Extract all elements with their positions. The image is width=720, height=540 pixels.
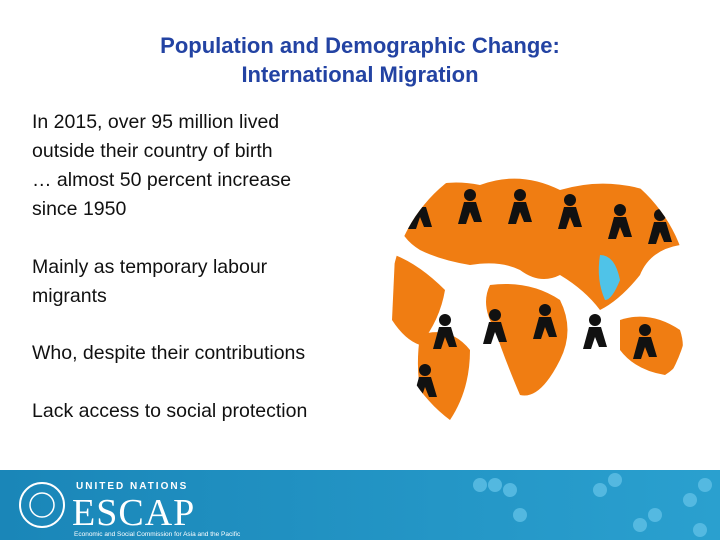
un-emblem: [19, 482, 65, 528]
map-illustration: [392, 178, 683, 423]
body-line: Lack access to social protection: [32, 400, 307, 422]
un-emblem-inner: [29, 492, 55, 518]
body-line: Who, despite their contributions: [32, 342, 305, 364]
body-line: migrants: [32, 285, 107, 307]
footer-band: [0, 470, 720, 540]
body-line: since 1950: [32, 198, 126, 220]
title-line: International Migration: [241, 62, 478, 87]
footer-name: ESCAP: [72, 492, 195, 534]
body-line: … almost 50 percent increase: [32, 169, 291, 191]
footer-pattern: [473, 473, 712, 537]
text-layer: Population and Demographic Change: Intern…: [32, 33, 560, 422]
body-line: Mainly as temporary labour: [32, 256, 268, 278]
body-line: In 2015, over 95 million lived: [32, 111, 279, 133]
footer-org: UNITED NATIONS: [76, 481, 188, 492]
title-line: Population and Demographic Change:: [160, 33, 560, 58]
body-line: outside their country of birth: [32, 140, 273, 162]
footer-subtitle: Economic and Social Commission for Asia …: [74, 531, 241, 538]
